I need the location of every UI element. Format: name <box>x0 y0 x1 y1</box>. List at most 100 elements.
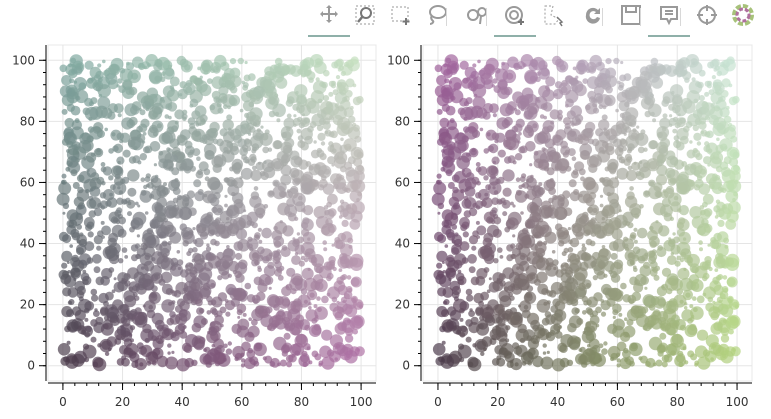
scatter-point <box>127 187 137 197</box>
scatter-point <box>625 169 638 182</box>
scatter-point <box>563 117 571 126</box>
scatter-point <box>648 304 656 311</box>
scatter-point <box>599 203 604 208</box>
wheel-zoom-tool[interactable] <box>502 4 528 30</box>
scatter-point <box>168 207 179 218</box>
scatter-point <box>264 355 273 364</box>
scatter-point <box>206 348 221 362</box>
scatter-point <box>709 154 715 160</box>
scatter-point <box>630 305 640 315</box>
scatter-point <box>98 292 109 304</box>
scatter-point <box>139 153 147 161</box>
scatter-point <box>297 294 311 308</box>
scatter-point <box>300 288 308 295</box>
scatter-point <box>162 85 175 98</box>
scatter-point <box>235 252 242 260</box>
scatter-point <box>156 123 162 129</box>
scatter-point <box>273 304 280 311</box>
scatter-point <box>454 238 463 248</box>
scatter-point <box>289 277 303 291</box>
hover-tool[interactable] <box>656 4 682 30</box>
wheel-zoom-tool-active-indicator <box>494 35 536 37</box>
scatter-point <box>169 311 176 318</box>
scatter-point <box>477 59 481 64</box>
scatter-point <box>633 213 640 219</box>
scatter-point <box>349 257 359 267</box>
scatter-point <box>595 128 604 137</box>
scatter-point <box>122 176 130 184</box>
scatter-point <box>87 231 94 238</box>
scatter-point <box>679 343 687 351</box>
scatter-point <box>624 317 628 322</box>
box-select-tool[interactable] <box>388 4 414 30</box>
scatter-point <box>649 226 654 231</box>
scatter-point <box>239 289 243 293</box>
box-zoom-tool[interactable] <box>352 4 378 30</box>
scatter-point <box>143 300 156 313</box>
scatter-point <box>170 154 178 162</box>
scatter-point <box>672 116 679 122</box>
reset-tool[interactable] <box>580 4 606 30</box>
scatter-point <box>432 343 446 356</box>
scatter-plot-left[interactable]: 0 20 40 60 80 100 0 20 40 60 80 100 <box>12 44 377 409</box>
scatter-point <box>84 60 94 70</box>
scatter-point <box>174 178 179 182</box>
scatter-point <box>184 64 191 71</box>
scatter-point <box>327 222 334 229</box>
scatter-point <box>486 289 491 294</box>
scatter-point <box>707 148 713 154</box>
scatter-point <box>723 115 732 124</box>
scatter-point <box>331 144 335 148</box>
scatter-point <box>714 84 722 92</box>
scatter-point <box>169 76 180 87</box>
scatter-point <box>287 239 300 252</box>
scatter-point <box>470 148 477 156</box>
scatter-point <box>281 245 288 251</box>
scatter-point <box>543 166 550 172</box>
scatter-point <box>614 289 619 293</box>
scatter-point <box>487 145 494 152</box>
scatter-point <box>225 348 233 355</box>
scatter-point <box>662 113 668 119</box>
crosshair-tool[interactable] <box>694 4 720 30</box>
scatter-point <box>518 279 530 291</box>
scatter-point <box>512 204 516 208</box>
scatter-point <box>253 186 259 191</box>
scatter-point <box>112 145 119 152</box>
scatter-points <box>56 54 366 372</box>
scatter-point <box>61 262 68 269</box>
scatter-point <box>132 226 136 230</box>
scatter-point <box>692 61 696 65</box>
scatter-plot-right[interactable]: 0 20 40 60 80 100 0 20 40 60 80 100 <box>387 44 753 409</box>
scatter-point <box>321 295 329 304</box>
scatter-point <box>182 287 187 292</box>
scatter-point <box>541 317 550 326</box>
scatter-point <box>700 209 706 216</box>
scatter-point <box>712 276 720 285</box>
scatter-point <box>64 275 77 288</box>
scatter-point <box>648 140 658 150</box>
scatter-point <box>165 356 179 370</box>
scatter-point <box>714 268 719 272</box>
scatter-point <box>524 124 534 134</box>
scatter-point <box>157 251 163 257</box>
scatter-point <box>127 211 132 217</box>
scatter-point <box>669 114 673 118</box>
scatter-point <box>510 253 516 259</box>
scatter-point <box>286 361 293 368</box>
scatter-point <box>617 290 624 297</box>
scatter-point <box>76 247 84 256</box>
scatter-point <box>457 344 472 359</box>
scatter-point <box>188 230 194 236</box>
poly-select-tool[interactable] <box>540 4 566 30</box>
scatter-point <box>692 296 697 301</box>
pan-tool[interactable] <box>316 4 342 30</box>
scatter-point <box>497 149 506 158</box>
scatter-point <box>552 142 556 146</box>
scatter-point <box>143 184 148 190</box>
bokeh-logo[interactable] <box>730 4 756 30</box>
scatter-point <box>249 107 263 121</box>
scatter-point <box>581 246 587 252</box>
scatter-point <box>185 268 192 275</box>
scatter-point <box>445 105 456 116</box>
